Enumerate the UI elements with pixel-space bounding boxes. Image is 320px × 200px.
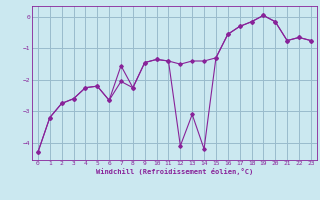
X-axis label: Windchill (Refroidissement éolien,°C): Windchill (Refroidissement éolien,°C) xyxy=(96,168,253,175)
